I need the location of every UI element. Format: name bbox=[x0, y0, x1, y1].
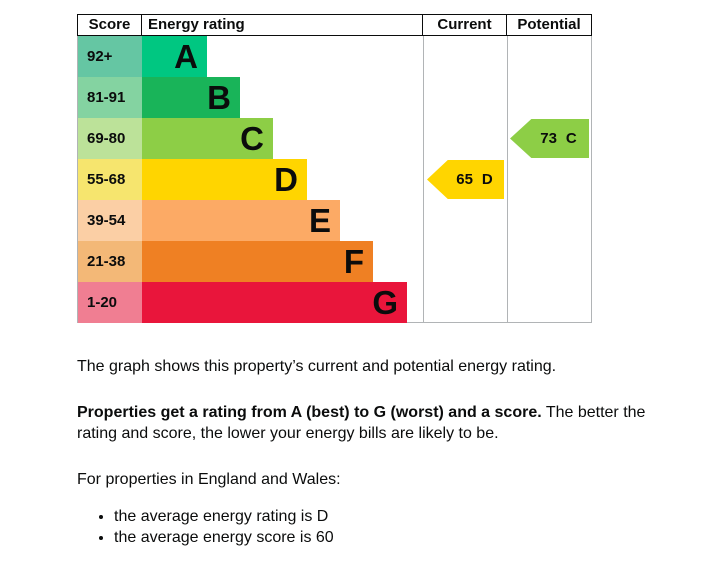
band-bar-d: D bbox=[142, 159, 307, 200]
band-row-e: 39-54 E bbox=[78, 200, 591, 241]
average-score-item: the average energy score is 60 bbox=[114, 527, 662, 548]
current-score: 65 bbox=[456, 171, 473, 188]
band-score-range: 69-80 bbox=[78, 118, 142, 159]
band-bar-c: C bbox=[142, 118, 273, 159]
band-letter: C bbox=[240, 120, 264, 157]
band-letter: F bbox=[343, 243, 364, 280]
average-rating-item: the average energy rating is D bbox=[114, 506, 662, 527]
band-score-range: 21-38 bbox=[78, 241, 142, 282]
band-bar-b: B bbox=[142, 77, 240, 118]
band-score-range: 81-91 bbox=[78, 77, 142, 118]
current-letter: D bbox=[481, 171, 493, 188]
graph-header-row: Score Energy rating Current Potential bbox=[77, 14, 592, 36]
rating-explanation-text: Properties get a rating from A (best) to… bbox=[77, 402, 662, 444]
rating-explanation-rest: The better the rating and score, the low… bbox=[77, 404, 646, 442]
band-score-range: 39-54 bbox=[78, 200, 142, 241]
band-letter: D bbox=[274, 161, 298, 198]
description-section: The graph shows this property’s current … bbox=[77, 356, 662, 548]
header-current: Current bbox=[423, 15, 507, 35]
graph-summary-text: The graph shows this property’s current … bbox=[77, 358, 557, 375]
band-letter: B bbox=[207, 79, 231, 116]
band-bar-f: F bbox=[142, 241, 373, 282]
averages-intro-text: For properties in England and Wales: bbox=[77, 471, 341, 488]
band-score-range: 55-68 bbox=[78, 159, 142, 200]
band-score-range: 1-20 bbox=[78, 282, 142, 323]
band-letter: A bbox=[174, 38, 198, 75]
rating-explanation-bold: Properties get a rating from A (best) to… bbox=[77, 404, 542, 421]
header-energy-rating: Energy rating bbox=[142, 15, 423, 35]
header-score: Score bbox=[78, 15, 142, 35]
band-row-b: 81-91 B bbox=[78, 77, 591, 118]
band-bar-a: A bbox=[142, 36, 207, 77]
averages-list: the average energy rating is D the avera… bbox=[77, 506, 662, 548]
band-row-d: 55-68 D bbox=[78, 159, 591, 200]
potential-letter: C bbox=[565, 130, 577, 147]
band-bar-g: G bbox=[142, 282, 407, 323]
potential-score: 73 bbox=[540, 130, 557, 147]
band-letter: E bbox=[308, 202, 331, 239]
band-letter: G bbox=[372, 284, 398, 321]
graph-body: 92+ A 81-91 B 69-80 C 55-68 D 39-54 E 21… bbox=[77, 36, 592, 323]
band-row-c: 69-80 C bbox=[78, 118, 591, 159]
band-score-range: 92+ bbox=[78, 36, 142, 77]
band-bar-e: E bbox=[142, 200, 340, 241]
band-row-g: 1-20 G bbox=[78, 282, 591, 323]
band-row-f: 21-38 F bbox=[78, 241, 591, 282]
column-divider-potential bbox=[507, 36, 508, 322]
column-divider-current bbox=[423, 36, 424, 322]
band-row-a: 92+ A bbox=[78, 36, 591, 77]
header-potential: Potential bbox=[517, 16, 581, 33]
energy-rating-graph: Score Energy rating Current Potential 92… bbox=[77, 14, 592, 323]
